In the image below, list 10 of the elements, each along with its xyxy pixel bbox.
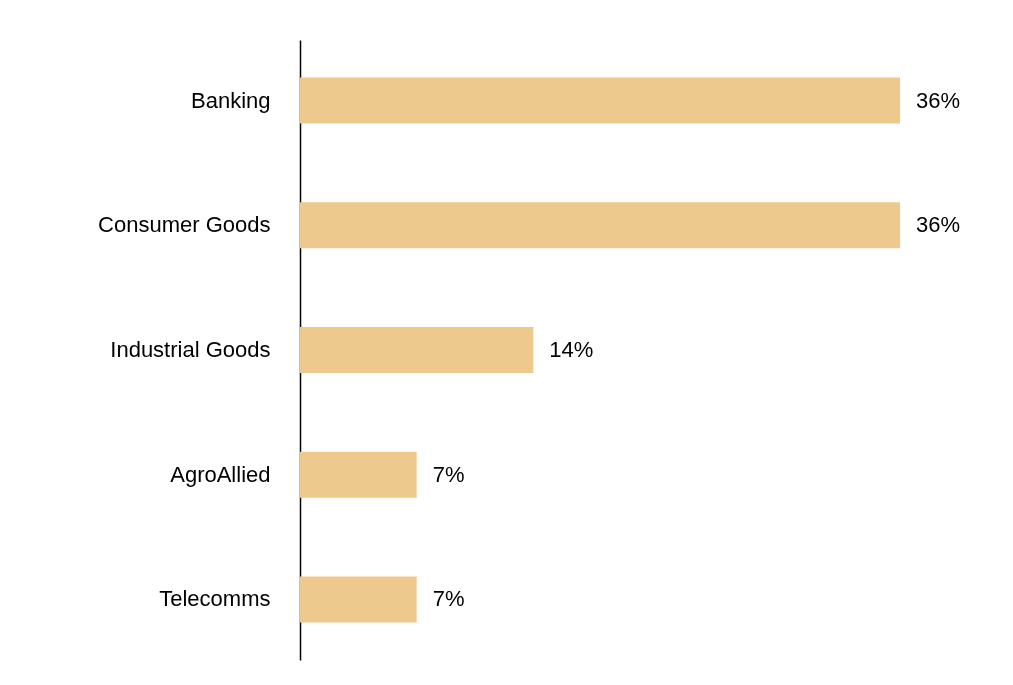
data-label: 7% <box>432 461 465 487</box>
y-tick-label: Banking <box>190 87 271 113</box>
y-tick-label: Industrial Goods <box>110 337 271 362</box>
data-label: 14% <box>549 337 594 362</box>
y-tick-label: Telecomms <box>159 586 271 612</box>
y-tick-label: Consumer Goods <box>98 212 271 238</box>
data-label: 36% <box>916 212 961 238</box>
data-label: 36% <box>916 87 961 113</box>
y-tick-label: AgroAllied <box>170 461 271 487</box>
data-label: 7% <box>432 586 465 612</box>
